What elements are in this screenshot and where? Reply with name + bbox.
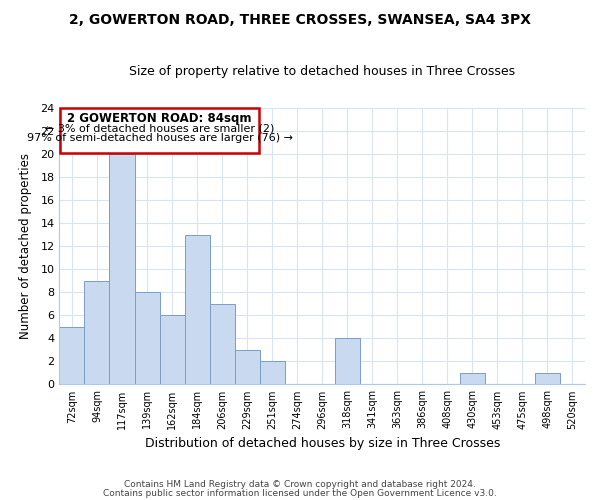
Bar: [335, 338, 360, 384]
Bar: [134, 292, 160, 384]
Text: 2 GOWERTON ROAD: 84sqm: 2 GOWERTON ROAD: 84sqm: [67, 112, 252, 126]
Text: Contains HM Land Registry data © Crown copyright and database right 2024.: Contains HM Land Registry data © Crown c…: [124, 480, 476, 489]
Bar: [160, 316, 185, 384]
Bar: [109, 154, 134, 384]
FancyBboxPatch shape: [60, 108, 259, 153]
Bar: [59, 327, 85, 384]
Bar: [209, 304, 235, 384]
Bar: [460, 373, 485, 384]
Title: Size of property relative to detached houses in Three Crosses: Size of property relative to detached ho…: [129, 65, 515, 78]
Text: 97% of semi-detached houses are larger (76) →: 97% of semi-detached houses are larger (…: [26, 133, 293, 143]
X-axis label: Distribution of detached houses by size in Three Crosses: Distribution of detached houses by size …: [145, 437, 500, 450]
Bar: [85, 281, 109, 384]
Bar: [260, 362, 284, 384]
Text: Contains public sector information licensed under the Open Government Licence v3: Contains public sector information licen…: [103, 489, 497, 498]
Bar: [185, 235, 209, 384]
Text: ← 3% of detached houses are smaller (2): ← 3% of detached houses are smaller (2): [45, 124, 274, 134]
Bar: [235, 350, 260, 384]
Bar: [535, 373, 560, 384]
Y-axis label: Number of detached properties: Number of detached properties: [19, 154, 32, 340]
Text: 2, GOWERTON ROAD, THREE CROSSES, SWANSEA, SA4 3PX: 2, GOWERTON ROAD, THREE CROSSES, SWANSEA…: [69, 12, 531, 26]
